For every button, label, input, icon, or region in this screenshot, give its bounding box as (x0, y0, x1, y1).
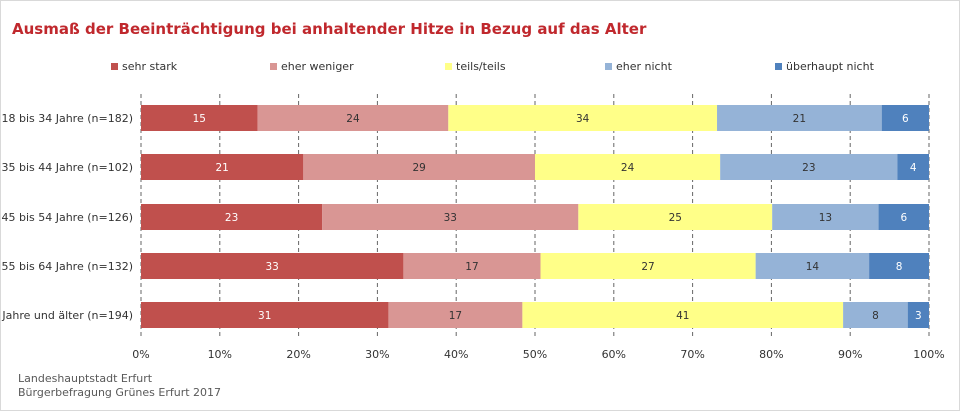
data-label: 13 (819, 212, 832, 224)
tick-label: 50% (523, 348, 547, 361)
bar-segment (897, 154, 929, 180)
bar-segment (322, 204, 579, 230)
data-label: 34 (576, 113, 590, 125)
category-label: 45 bis 54 Jahre (n=126) (1, 211, 133, 224)
tick-label: 0% (132, 348, 149, 361)
bar-segment (535, 154, 721, 180)
category-label: 18 bis 34 Jahre (n=182) (1, 112, 133, 125)
source-line-1: Landeshauptstadt Erfurt (18, 372, 153, 385)
legend-swatch (270, 62, 277, 70)
tick-label: 20% (286, 348, 310, 361)
legend-swatch (605, 62, 612, 70)
bar-segment (720, 154, 898, 180)
bar-segment (141, 302, 389, 328)
bar-segment (448, 105, 718, 131)
tick-label: 80% (759, 348, 783, 361)
category-label: 65 Jahre und älter (n=194) (0, 309, 133, 322)
tick-label: 60% (602, 348, 626, 361)
category-label: 55 bis 64 Jahre (n=132) (1, 260, 133, 273)
legend-item: sehr stark (111, 58, 177, 74)
bar-segment (141, 204, 323, 230)
legend-label: überhaupt nicht (786, 59, 874, 73)
data-label: 31 (258, 310, 271, 322)
source-line-2: Bürgerbefragung Grünes Erfurt 2017 (18, 386, 222, 399)
legend-item: teils/teils (445, 58, 506, 74)
bar-segment (388, 302, 523, 328)
legend-item: eher nicht (605, 58, 672, 74)
bar-segment (141, 105, 258, 131)
bar-segment (869, 253, 929, 279)
bar-segment (881, 105, 929, 131)
data-label: 24 (346, 113, 360, 125)
tick-label: 40% (444, 348, 468, 361)
legend-label: sehr stark (122, 59, 178, 73)
data-label: 6 (902, 113, 909, 125)
data-label: 4 (910, 162, 917, 174)
legend-swatch (111, 62, 118, 70)
category-label: 35 bis 44 Jahre (n=102) (1, 161, 133, 174)
legend-label: eher weniger (281, 59, 354, 73)
bar-segment (141, 253, 404, 279)
tick-label: 30% (365, 348, 389, 361)
bar-segment (578, 204, 773, 230)
bar-segment (522, 302, 844, 328)
tick-label: 10% (208, 348, 232, 361)
legend-swatch (775, 62, 782, 70)
data-label: 25 (669, 212, 682, 224)
bar-segment (878, 204, 929, 230)
bar-segment (540, 253, 756, 279)
legend-label: eher nicht (616, 59, 672, 73)
bar-segment (772, 204, 879, 230)
data-label: 21 (215, 162, 228, 174)
legend-item: überhaupt nicht (775, 58, 874, 74)
legend-swatch (445, 62, 452, 70)
data-label: 33 (444, 212, 457, 224)
data-label: 14 (806, 261, 820, 273)
bar-segment (907, 302, 929, 328)
chart-title: Ausmaß der Beeinträchtigung bei anhalten… (12, 20, 647, 38)
data-label: 17 (465, 261, 478, 273)
tick-label: 70% (680, 348, 704, 361)
bar-segment (843, 302, 908, 328)
bar-segment (303, 154, 535, 180)
data-label: 29 (412, 162, 425, 174)
bar-segment (257, 105, 449, 131)
legend-label: teils/teils (456, 59, 506, 73)
data-label: 21 (793, 113, 806, 125)
source-note: Landeshauptstadt Erfurt Bürgerbefragung … (18, 372, 221, 400)
tick-label: 100% (913, 348, 944, 361)
bar-segment (141, 154, 304, 180)
bar-segment (755, 253, 870, 279)
data-label: 41 (676, 310, 689, 322)
data-label: 15 (193, 113, 206, 125)
data-label: 8 (896, 261, 903, 273)
data-label: 23 (802, 162, 815, 174)
legend-item: eher weniger (270, 58, 354, 74)
bar-segment (403, 253, 541, 279)
data-label: 3 (915, 310, 922, 322)
data-label: 33 (266, 261, 279, 273)
data-label: 27 (641, 261, 654, 273)
bar-segment (717, 105, 882, 131)
data-label: 17 (449, 310, 462, 322)
chart-legend: sehr stark eher weniger teils/teils eher ni… (0, 58, 960, 74)
data-label: 23 (225, 212, 238, 224)
tick-label: 90% (838, 348, 862, 361)
data-label: 8 (872, 310, 879, 322)
data-label: 6 (900, 212, 907, 224)
data-label: 24 (621, 162, 635, 174)
